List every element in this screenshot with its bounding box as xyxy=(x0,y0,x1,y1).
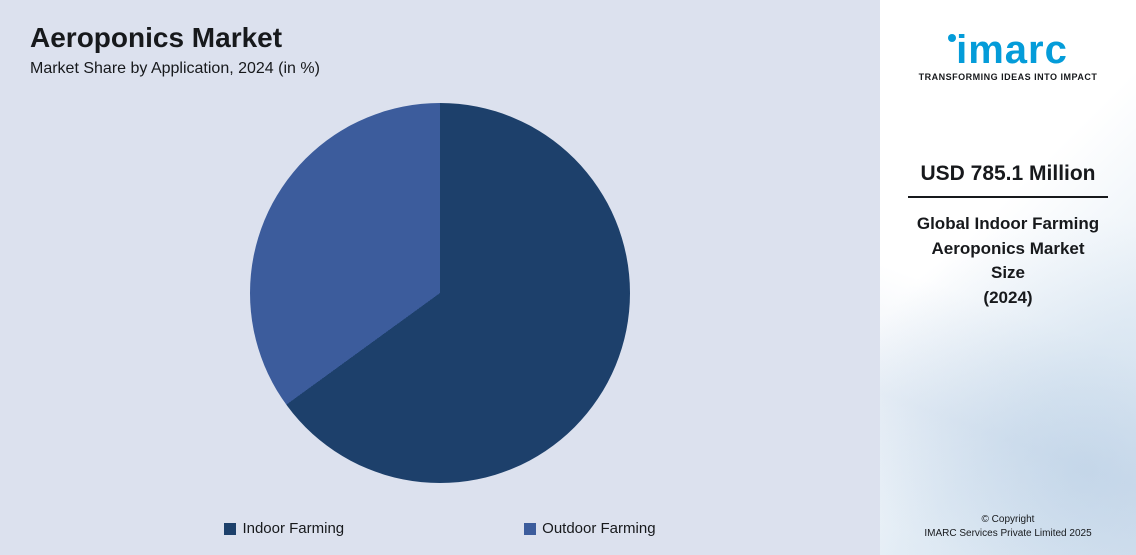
logo-tagline: TRANSFORMING IDEAS INTO IMPACT xyxy=(919,72,1098,82)
legend-label-outdoor: Outdoor Farming xyxy=(542,520,655,537)
stat-line-4: (2024) xyxy=(898,286,1118,311)
legend-label-indoor: Indoor Farming xyxy=(242,520,344,537)
stat-line-3: Size xyxy=(898,261,1118,286)
legend-swatch-indoor xyxy=(224,523,236,535)
copyright-line-1: © Copyright xyxy=(880,513,1136,527)
legend-item-indoor: Indoor Farming xyxy=(224,520,344,537)
logo-text-span: imarc xyxy=(956,28,1068,72)
stat-value: USD 785.1 Million xyxy=(898,162,1118,186)
copyright-block: © Copyright IMARC Services Private Limit… xyxy=(880,513,1136,541)
chart-subtitle: Market Share by Application, 2024 (in %) xyxy=(30,60,850,78)
legend-item-outdoor: Outdoor Farming xyxy=(524,520,655,537)
chart-legend: Indoor Farming Outdoor Farming xyxy=(0,520,880,537)
market-stat-block: USD 785.1 Million Global Indoor Farming … xyxy=(880,162,1136,311)
pie-chart-container xyxy=(0,90,880,495)
pie-chart xyxy=(250,103,630,483)
stat-line-1: Global Indoor Farming xyxy=(898,212,1118,237)
side-info-panel: imarc TRANSFORMING IDEAS INTO IMPACT USD… xyxy=(880,0,1136,555)
stat-line-2: Aeroponics Market xyxy=(898,237,1118,262)
legend-swatch-outdoor xyxy=(524,523,536,535)
chart-title: Aeroponics Market xyxy=(30,22,850,54)
logo-dot-icon xyxy=(948,34,956,42)
logo-wordmark: imarc xyxy=(919,30,1098,70)
stat-divider xyxy=(908,196,1108,198)
copyright-line-2: IMARC Services Private Limited 2025 xyxy=(880,527,1136,541)
brand-logo: imarc TRANSFORMING IDEAS INTO IMPACT xyxy=(919,30,1098,82)
stat-description: Global Indoor Farming Aeroponics Market … xyxy=(898,212,1118,311)
main-chart-panel: Aeroponics Market Market Share by Applic… xyxy=(0,0,880,555)
